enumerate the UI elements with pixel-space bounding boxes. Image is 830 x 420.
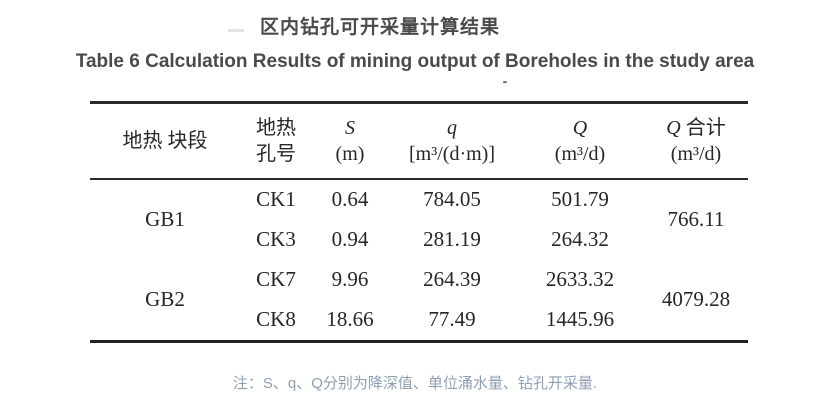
col-header-bigq-symbol: Q [572,117,588,139]
col-header-borehole-line1: 地热 [256,117,296,139]
borehole-id-cell: CK7 [256,267,296,292]
col-header-q-total-line: Q 合计 [644,115,748,141]
col-header-q-unit: [m³/(d·m)] [409,143,495,166]
total-cell-gb1: 766.11 [667,207,725,232]
footnote: 注：S、q、Q分别为降深值、单位涌水量、钻孔开采量. [232,375,598,392]
col-header-borehole: 地热 孔号 [240,103,312,179]
col-header-bigq: Q (m³/d) [516,103,644,179]
s-value-cell: 18.66 [326,307,374,332]
col-header-s-unit: (m) [335,143,365,166]
col-header-q-total: Q 合计 (m³/d) [644,103,748,179]
s-value-cell: 9.96 [331,267,369,292]
col-header-q-total-symbol: Q [666,117,681,139]
q-value-cell: 77.49 [428,307,476,332]
s-value-cell: 0.94 [331,227,369,252]
borehole-id-cell: CK3 [256,227,296,252]
col-header-s: S (m) [312,103,388,179]
col-header-borehole-line2: 孔号 [256,143,296,166]
bigq-value-cell: 2633.32 [545,267,615,292]
borehole-id-cell: CK1 [256,187,296,212]
table-row: CK8 18.66 77.49 1445.96 [90,300,748,342]
bigq-value-cell: 501.79 [551,187,609,212]
col-header-q: q [m³/(d·m)] [388,103,516,179]
col-header-q-total-unit: (m³/d) [670,143,722,166]
q-value-cell: 264.39 [423,267,481,292]
col-header-q-total-label: 合计 [685,117,726,139]
table-row: GB1 CK1 0.64 784.05 501.79 766.11 [90,179,748,231]
title-dash: - [502,73,508,89]
q-value-cell: 784.05 [423,187,481,212]
block-cell-gb2: GB2 [145,287,185,312]
table-row: CK3 0.94 281.19 264.32 [90,220,748,260]
smudge-artifact [228,29,244,32]
bigq-value-cell: 1445.96 [545,307,615,332]
block-cell-gb1: GB1 [145,207,185,232]
s-value-cell: 0.64 [331,187,369,212]
header-row: 地热 块段 地热 孔号 S (m) q [m³/(d·m)] Q (m³/d) [90,103,748,179]
col-header-s-symbol: S [345,117,355,139]
table-title-chinese: 区内钻孔可开采量计算结果 [259,17,500,38]
col-header-q-symbol: q [447,117,457,139]
table-row: GB2 CK7 9.96 264.39 2633.32 4079.28 [90,260,748,311]
borehole-output-table: 地热 块段 地热 孔号 S (m) q [m³/(d·m)] Q (m³/d) [90,101,748,343]
col-header-block: 地热 块段 [90,103,240,179]
bigq-value-cell: 264.32 [551,227,609,252]
table-title-english: Table 6 Calculation Results of mining ou… [75,51,755,72]
total-cell-gb2: 4079.28 [661,287,731,312]
col-header-bigq-unit: (m³/d) [554,143,606,166]
borehole-id-cell: CK8 [256,307,296,332]
q-value-cell: 281.19 [423,227,481,252]
col-header-block-label: 地热 块段 [122,130,208,153]
